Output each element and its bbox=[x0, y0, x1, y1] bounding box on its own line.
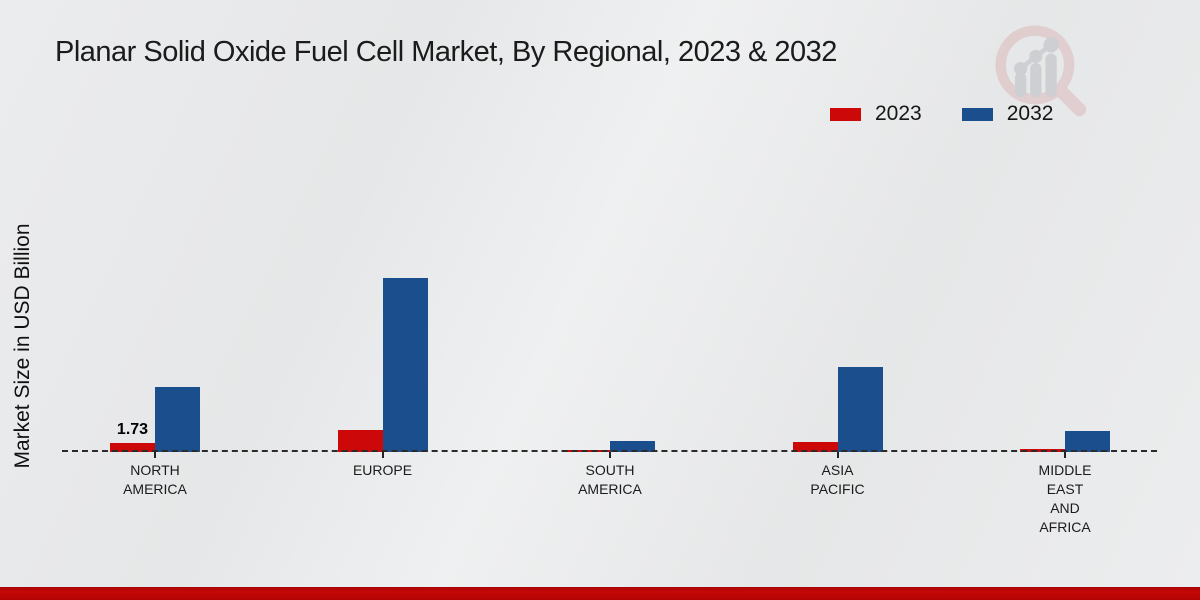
bar-2032-north-america bbox=[155, 387, 200, 452]
magnifier-growth-logo-icon bbox=[995, 25, 1087, 117]
legend-label-2023: 2023 bbox=[875, 102, 922, 125]
x-axis-tick-north-america bbox=[154, 452, 156, 458]
category-label-asia-pacific: ASIA PACIFIC bbox=[810, 462, 865, 497]
category-label-north-america: NORTH AMERICA bbox=[123, 462, 187, 497]
x-axis-tick-europe bbox=[381, 452, 384, 458]
category-label-south-america: SOUTH AMERICA bbox=[578, 462, 642, 497]
footer-red-strip bbox=[0, 587, 1200, 600]
bar-2023-europe bbox=[337, 430, 383, 452]
x-axis-tick-south-america bbox=[609, 452, 611, 458]
bar-value-label-2023-north-america: 1.73 bbox=[116, 421, 149, 438]
chart-title: Planar Solid Oxide Fuel Cell Market, By … bbox=[55, 36, 837, 68]
legend-swatch-2023 bbox=[830, 107, 861, 121]
legend-item-2032: 2032 bbox=[961, 102, 1054, 126]
legend-label-2032: 2032 bbox=[1006, 102, 1054, 125]
category-label-europe: EUROPE bbox=[352, 462, 413, 478]
bar-2023-north-america bbox=[110, 443, 155, 452]
x-axis-tick-middle-east-and-africa bbox=[1064, 452, 1066, 458]
bar-2032-middle-east-and-africa bbox=[1065, 431, 1110, 452]
legend-swatch-2032 bbox=[961, 107, 993, 121]
x-axis-tick-asia-pacific bbox=[836, 452, 839, 458]
x-axis-baseline bbox=[62, 450, 1157, 452]
category-label-middle-east-and-africa: MIDDLE EAST AND AFRICA bbox=[1038, 462, 1092, 535]
bar-2032-asia-pacific bbox=[837, 367, 883, 452]
legend: 2023 2032 bbox=[830, 102, 1079, 126]
bar-2023-asia-pacific bbox=[792, 442, 838, 452]
bar-2032-south-america bbox=[610, 441, 655, 452]
bar-2032-europe bbox=[382, 278, 428, 452]
legend-item-2023: 2023 bbox=[830, 102, 922, 126]
